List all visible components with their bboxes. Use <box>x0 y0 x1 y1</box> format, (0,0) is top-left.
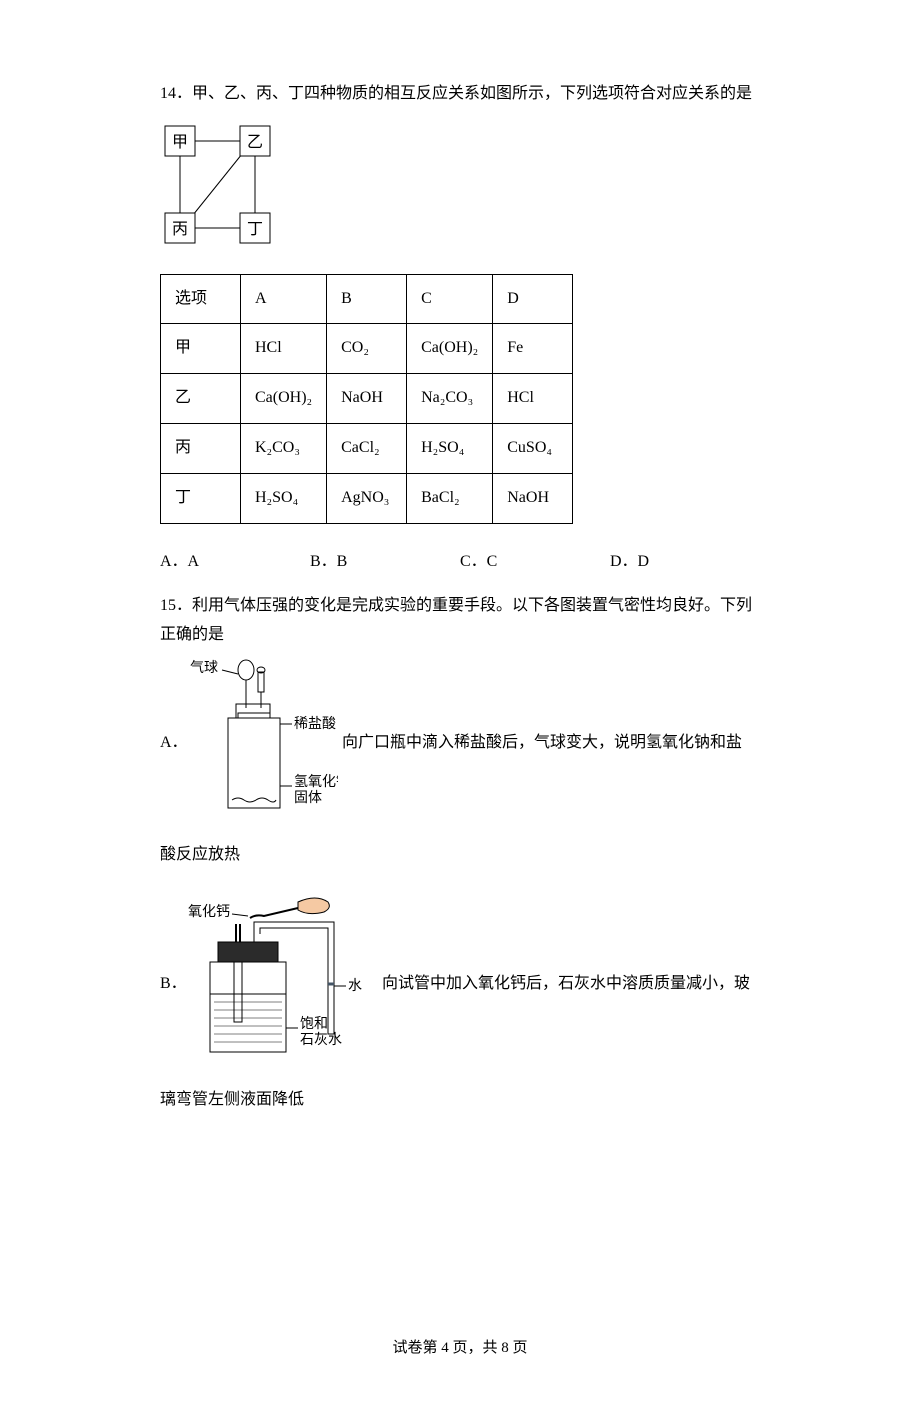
option-a-label: A． <box>160 729 188 758</box>
water-label: 水 <box>348 978 362 994</box>
cell: D <box>493 274 573 324</box>
edge-yi-bing <box>193 154 242 215</box>
option-d: D．D <box>610 548 760 577</box>
sol-label1: 饱和 <box>300 1016 328 1032</box>
cell: CuSO₄ <box>493 423 573 473</box>
cell: CO₂ <box>327 324 407 374</box>
cell: Fe <box>493 324 573 374</box>
cell: C <box>407 274 493 324</box>
stopper-icon <box>236 704 270 718</box>
cell: NaOH <box>493 473 573 523</box>
option-c: C．C <box>460 548 610 577</box>
table-row: 乙 Ca(OH)₂ NaOH Na₂CO₃ HCl <box>161 374 573 424</box>
q14-options: A．A B．B C．C D．D <box>160 548 760 577</box>
cell: 丁 <box>161 473 241 523</box>
cell: 乙 <box>161 374 241 424</box>
option-b-label: B． <box>160 970 188 999</box>
q15-prompt-line2: 正确的是 <box>160 621 760 650</box>
option-a-cont: 酸反应放热 <box>160 841 760 870</box>
stopper-b-icon <box>218 942 278 962</box>
q14-prompt: 14．甲、乙、丙、丁四种物质的相互反应关系如图所示，下列选项符合对应关系的是 <box>160 80 760 109</box>
cell: B <box>327 274 407 324</box>
cell: A <box>241 274 327 324</box>
page-footer: 试卷第 4 页，共 8 页 <box>160 1335 760 1362</box>
dropper-label: 稀盐酸 <box>294 716 336 732</box>
option-a-figure: 气球 稀盐酸 氢氧化钠 固体 <box>188 658 338 829</box>
option-a: A．A <box>160 548 310 577</box>
cell: Ca(OH)₂ <box>241 374 327 424</box>
solid-label2: 固体 <box>294 790 322 806</box>
q15-option-a: A． 气球 稀盐酸 氢氧化钠 固体 向广口瓶中滴入稀盐酸后，气球变大，说明氢氧化… <box>160 658 760 829</box>
balloon-icon <box>238 660 254 680</box>
cell: K₂CO₃ <box>241 423 327 473</box>
cell: 丙 <box>161 423 241 473</box>
cell: Na₂CO₃ <box>407 374 493 424</box>
spoon-label: 氧化钙 <box>188 904 230 920</box>
cell: H₂SO₄ <box>407 423 493 473</box>
q14-table: 选项 A B C D 甲 HCl CO₂ Ca(OH)₂ Fe 乙 Ca(OH)… <box>160 274 573 524</box>
sol-label2: 石灰水 <box>300 1032 342 1048</box>
option-b-text: 向试管中加入氧化钙后，石灰水中溶质质量减小，玻 <box>382 970 750 999</box>
q14-diagram: 甲 乙 丙 丁 <box>160 121 760 262</box>
cell: 选项 <box>161 274 241 324</box>
balloon-label: 气球 <box>190 660 218 676</box>
solid-label1: 氢氧化钠 <box>294 774 338 790</box>
q15-prompt-line1: 15．利用气体压强的变化是完成实验的重要手段。以下各图装置气密性均良好。下列 <box>160 592 760 621</box>
cell: BaCl₂ <box>407 473 493 523</box>
node-jia-label: 甲 <box>172 134 188 151</box>
option-a-text: 向广口瓶中滴入稀盐酸后，气球变大，说明氢氧化钠和盐 <box>342 729 742 758</box>
table-row: 丁 H₂SO₄ AgNO₃ BaCl₂ NaOH <box>161 473 573 523</box>
table-row: 丙 K₂CO₃ CaCl₂ H₂SO₄ CuSO₄ <box>161 423 573 473</box>
cell: HCl <box>493 374 573 424</box>
node-ding-label: 丁 <box>247 221 263 238</box>
jar-icon <box>228 713 280 808</box>
hand-icon <box>298 898 329 914</box>
cell: H₂SO₄ <box>241 473 327 523</box>
jar-b-icon <box>210 962 286 1052</box>
cell: AgNO₃ <box>327 473 407 523</box>
cell: Ca(OH)₂ <box>407 324 493 374</box>
cell: NaOH <box>327 374 407 424</box>
spoon-icon <box>250 908 298 918</box>
table-row: 选项 A B C D <box>161 274 573 324</box>
option-b: B．B <box>310 548 460 577</box>
node-yi-label: 乙 <box>247 134 263 151</box>
cell: HCl <box>241 324 327 374</box>
cell: CaCl₂ <box>327 423 407 473</box>
cell: 甲 <box>161 324 241 374</box>
option-b-figure: 氧化钙 水 饱和 石灰水 <box>188 894 378 1075</box>
table-row: 甲 HCl CO₂ Ca(OH)₂ Fe <box>161 324 573 374</box>
q15-option-b: B． 氧化钙 水 饱和 石灰水 向试管中加入氧化钙后 <box>160 894 760 1075</box>
option-b-cont: 璃弯管左侧液面降低 <box>160 1086 760 1115</box>
node-bing-label: 丙 <box>172 221 188 238</box>
